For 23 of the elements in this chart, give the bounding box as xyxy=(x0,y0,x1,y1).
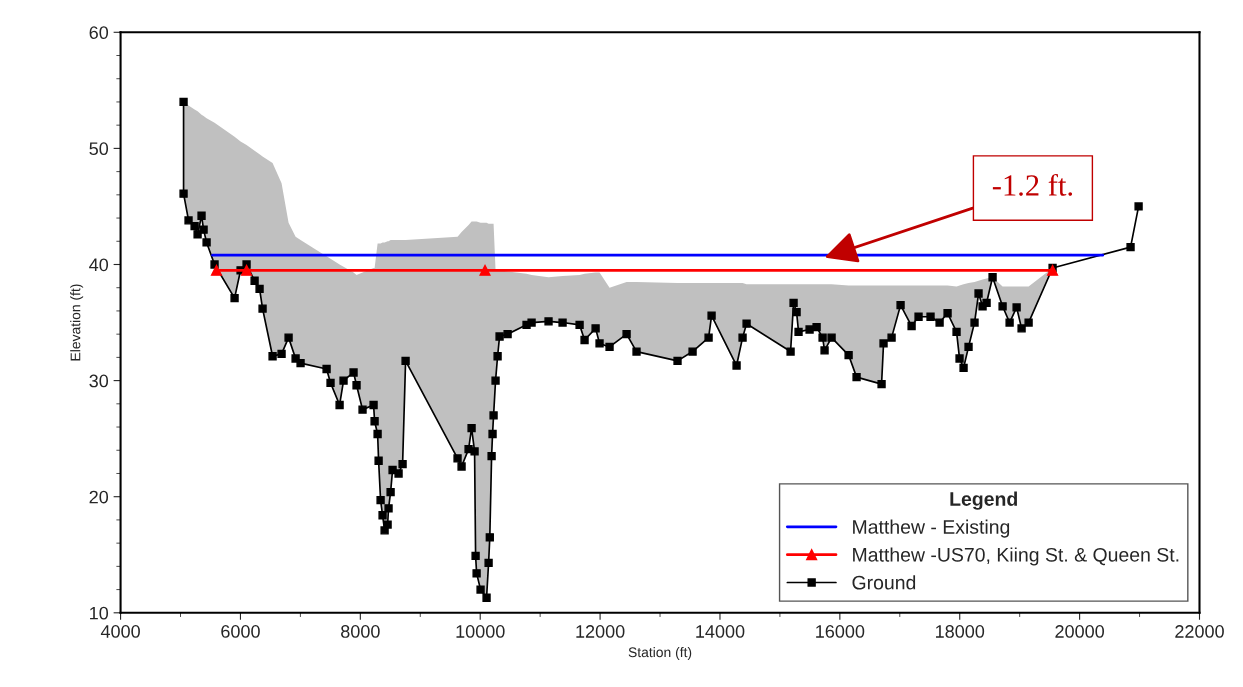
x-tick-label: 10000 xyxy=(456,625,505,638)
x-tick-label: 6000 xyxy=(221,625,260,638)
x-tick-label: 12000 xyxy=(576,625,625,638)
x-axis-title: Station (ft) xyxy=(628,647,692,660)
x-tick-label: 22000 xyxy=(1175,625,1224,638)
legend-label: Matthew -US70, Kiing St. & Queen St. xyxy=(853,547,1179,566)
y-tick-label: 30 xyxy=(89,374,109,388)
y-tick-label: 60 xyxy=(89,26,109,40)
x-tick-label: 16000 xyxy=(816,625,865,638)
legend-label: Ground xyxy=(852,575,916,590)
x-tick-label: 8000 xyxy=(341,625,380,638)
x-tick-label: 4000 xyxy=(100,625,140,638)
y-tick-label: 20 xyxy=(89,490,109,504)
annotation: -1.2 ft. xyxy=(992,173,1073,196)
y-tick-label: 50 xyxy=(89,142,109,156)
y-axis-title: Elevation (ft) xyxy=(70,284,84,361)
y-tick-label: 40 xyxy=(89,258,109,272)
x-tick-label: 20000 xyxy=(1055,625,1105,638)
legend-label: Matthew - Existing xyxy=(853,519,1010,538)
x-tick-label: 18000 xyxy=(936,625,985,638)
x-tick-label: 14000 xyxy=(696,625,745,638)
y-tick-label: 10 xyxy=(90,606,109,620)
legend-title: Legend xyxy=(950,491,1017,510)
